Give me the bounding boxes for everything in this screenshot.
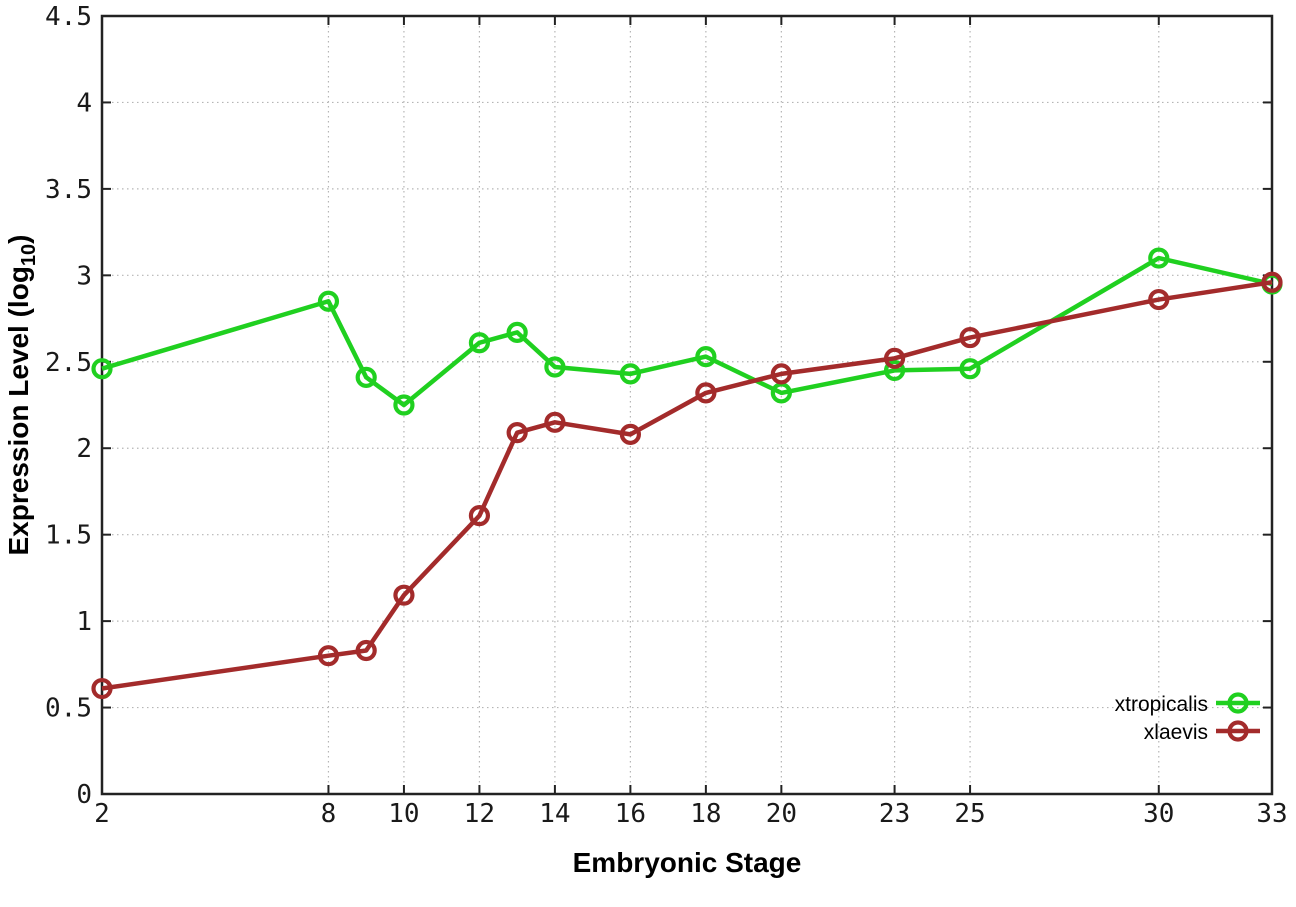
y-axis-title: Expression Level (log10)	[3, 235, 40, 556]
y-tick-label: 0.5	[45, 694, 92, 724]
x-tick-label: 20	[766, 799, 797, 829]
data-point	[317, 645, 340, 667]
x-tick-label: 2	[94, 799, 110, 829]
data-point	[1148, 288, 1170, 311]
data-point	[1148, 247, 1170, 269]
data-point	[619, 423, 641, 445]
y-tick-label: 4	[76, 88, 92, 118]
data-point	[91, 677, 113, 700]
data-point	[1261, 271, 1283, 293]
legend-marker-open-circle	[1227, 692, 1249, 714]
x-tick-label: 10	[388, 799, 419, 829]
data-point	[959, 326, 981, 349]
y-tick-label: 1.5	[45, 521, 92, 551]
data-point	[770, 363, 792, 385]
x-tick-label: 23	[879, 799, 910, 829]
y-tick-label: 3.5	[45, 175, 92, 205]
data-point	[506, 422, 528, 444]
y-tick-label: 4.5	[45, 2, 92, 32]
series-xlaevis	[91, 271, 1283, 700]
x-tick-label: 16	[615, 799, 646, 829]
data-point	[883, 347, 906, 369]
data-point	[355, 366, 377, 388]
data-point	[393, 394, 415, 416]
series-xtropicalis	[91, 247, 1283, 416]
tick-labels: 2 8 10 12 14 16 18 20 23 25 30 33 0 0.5 1 1.5 2 2.5 3 3.5 4 4…	[45, 2, 1288, 829]
data-point	[468, 505, 491, 527]
y-tick-label: 2	[76, 434, 92, 464]
data-point	[544, 411, 566, 433]
x-tick-label: 14	[539, 799, 570, 829]
data-point	[506, 321, 528, 343]
y-tick-label: 2.5	[45, 348, 92, 378]
data-point	[468, 332, 491, 354]
x-tick-label: 33	[1256, 799, 1287, 829]
data-point	[91, 358, 113, 380]
x-tick-label: 18	[690, 799, 721, 829]
data-point	[695, 382, 717, 404]
data-point	[695, 345, 717, 368]
legend-markers	[1216, 692, 1260, 742]
data-point	[619, 363, 641, 385]
y-axis-title-main: Expression Level (log	[3, 266, 34, 555]
legend: xtropicalis xlaevis	[1115, 693, 1208, 744]
x-tick-label: 8	[321, 799, 337, 829]
series-line	[101, 255, 1273, 408]
x-tick-label: 25	[954, 799, 985, 829]
y-tick-label: 3	[76, 261, 92, 291]
data-point	[393, 584, 415, 606]
legend-label-xlaevis: xlaevis	[1144, 721, 1208, 744]
plot-border	[100, 14, 1274, 796]
data-point	[883, 359, 906, 382]
legend-marker-open-circle	[1227, 720, 1249, 742]
data-point	[544, 356, 566, 378]
x-tick-label: 12	[464, 799, 495, 829]
series-line	[101, 280, 1273, 691]
plot-area: 2 8 10 12 14 16 18 20 23 25 30 33 0 0.5 1 1.5 2 2.5 3 3.5 4 4…	[45, 2, 1288, 829]
data-point	[959, 358, 981, 380]
y-axis-title-subscript: 10	[18, 244, 40, 266]
x-axis-title: Embryonic Stage	[573, 847, 802, 878]
legend-label-xtropicalis: xtropicalis	[1115, 693, 1208, 716]
x-tick-label: 30	[1143, 799, 1174, 829]
y-tick-label: 0	[76, 780, 92, 810]
y-tick-label: 1	[76, 607, 92, 637]
y-axis-title-close: )	[3, 235, 34, 244]
data-point	[355, 639, 377, 662]
data-point	[317, 290, 340, 312]
